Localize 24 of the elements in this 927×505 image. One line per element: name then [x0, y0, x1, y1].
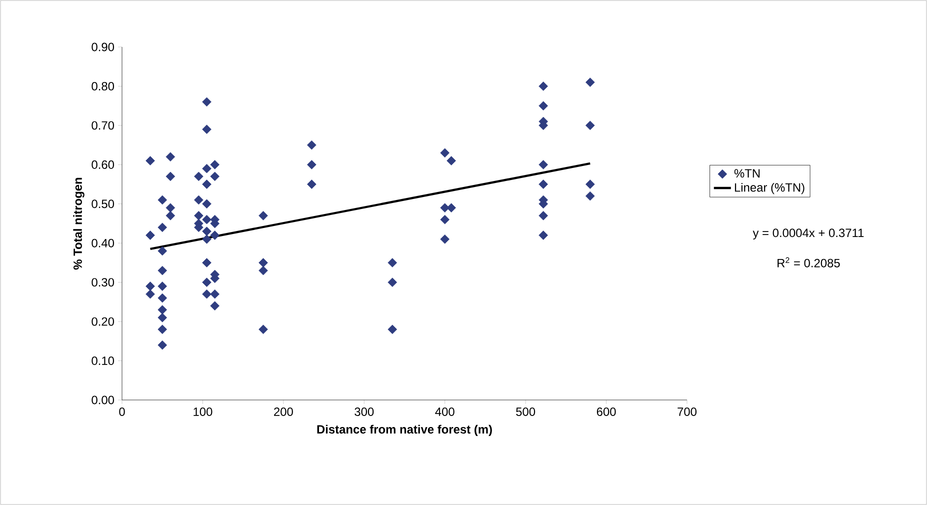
x-tick-label: 600	[596, 408, 616, 416]
y-tick-label: 0.90	[92, 42, 114, 52]
legend-label: Linear (%TN)	[734, 182, 804, 194]
y-tick-label: 0.40	[92, 238, 114, 248]
x-tick-label: 400	[435, 408, 454, 416]
x-tick-label: 700	[678, 408, 697, 416]
legend-label: %TN	[734, 169, 760, 178]
y-tick-label: 0.70	[92, 121, 114, 130]
y-tick-label: 0.80	[92, 82, 114, 90]
y-tick-label: 0.50	[92, 200, 114, 208]
y-tick-label: 0.20	[92, 317, 114, 326]
x-tick-label: 200	[274, 408, 293, 416]
y-tick-label: 0.30	[92, 278, 114, 287]
y-axis-title: % Total nitrogen	[73, 178, 84, 270]
y-tick-label: 0.10	[92, 356, 114, 365]
x-tick-label: 300	[354, 408, 374, 416]
x-tick-label: 0	[119, 408, 125, 416]
x-tick-label: 100	[194, 408, 212, 416]
x-axis-title: Distance from native forest (m)	[317, 424, 492, 436]
y-tick-label: 0.00	[92, 396, 114, 404]
text: R$^{2}$ = 0.2085	[778, 257, 840, 268]
y-tick-label: 0.60	[92, 160, 114, 169]
text: y = 0.0004x + 0.3711	[752, 228, 864, 240]
x-tick-label: 500	[516, 408, 536, 416]
